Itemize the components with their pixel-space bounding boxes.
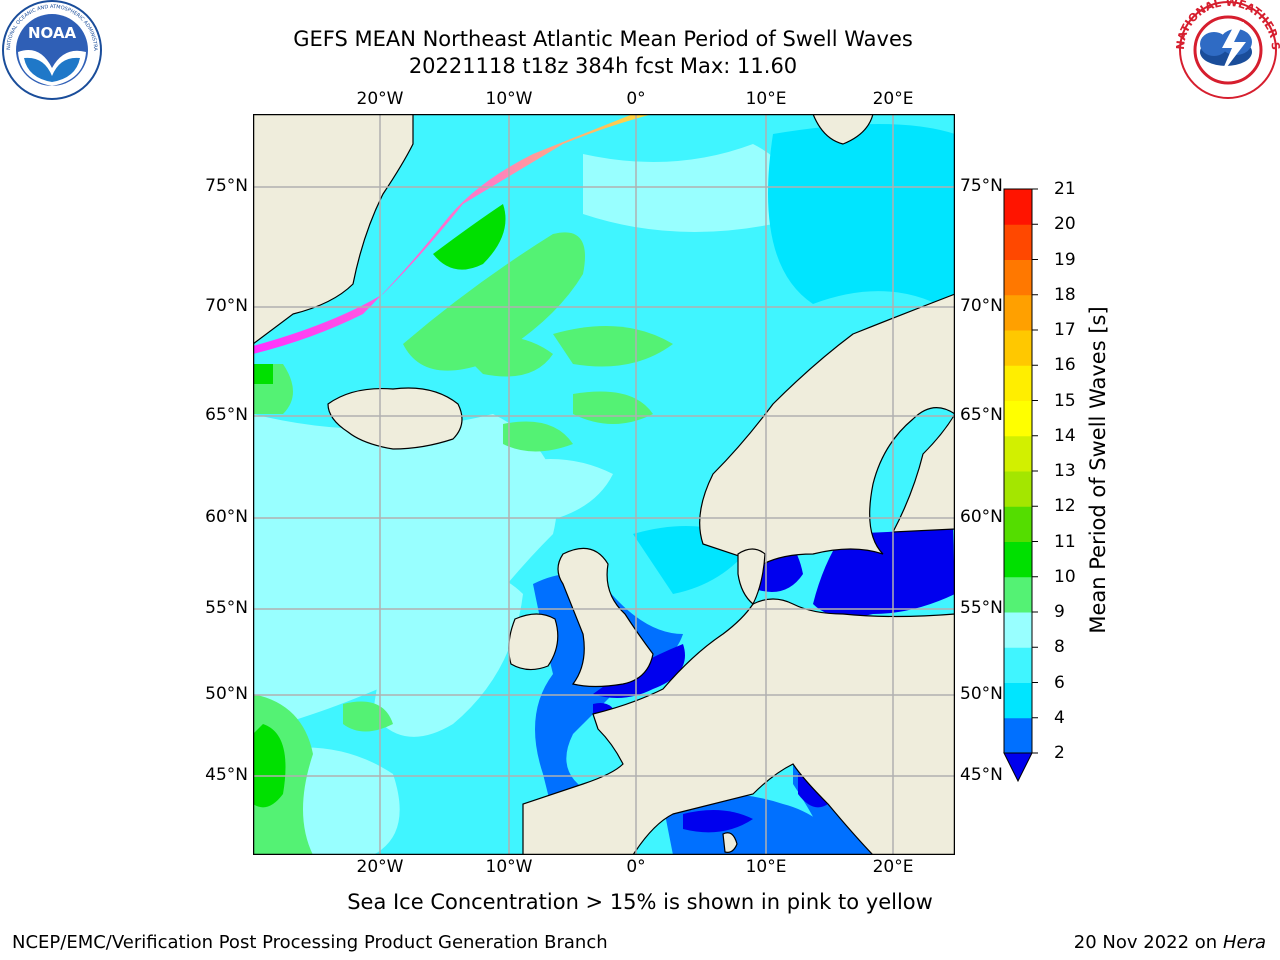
- colorbar-tick-label: 11: [1054, 531, 1076, 552]
- lat-tick-left: 55°N: [205, 598, 248, 618]
- europe-mainland-land: [522, 598, 955, 855]
- date-value: 20 Nov 2022 on: [1073, 932, 1218, 953]
- chart-title: GEFS MEAN Northeast Atlantic Mean Period…: [293, 27, 913, 51]
- lon-tick-top: 0°: [626, 89, 646, 109]
- lat-tick-right: 55°N: [960, 598, 1003, 618]
- chart-subtitle: 20221118 t18z 384h fcst Max: 11.60: [408, 54, 798, 78]
- colorbar-segment: [1004, 576, 1032, 613]
- lon-tick-bottom: 10°W: [485, 857, 533, 877]
- noaa-logo-text: NOAA: [28, 24, 77, 42]
- colorbar-tick-label: 2: [1054, 743, 1065, 763]
- colorbar-label: Mean Period of Swell Waves [s]: [1086, 306, 1110, 634]
- lat-tick-right: 60°N: [960, 507, 1003, 527]
- lat-tick-right: 65°N: [960, 405, 1003, 425]
- colorbar-segment: [1004, 259, 1032, 296]
- colorbar-tick-label: 18: [1054, 284, 1076, 305]
- colorbar: [1003, 188, 1038, 783]
- colorbar-tick-label: 15: [1054, 390, 1076, 411]
- svalbard-land: [812, 114, 874, 145]
- noaa-logo: NOAA NATIONAL OCEANIC AND ATMOSPHERIC AD…: [0, 0, 102, 100]
- finland-land: [891, 412, 955, 533]
- lon-tick-bottom: 20°E: [872, 857, 914, 877]
- colorbar-extend-arrow: [1003, 752, 1033, 783]
- lon-tick-top: 20°E: [872, 89, 914, 109]
- colorbar-segment: [1004, 717, 1032, 754]
- colorbar-tick-label: 14: [1054, 425, 1076, 446]
- lon-tick-top: 10°W: [485, 89, 533, 109]
- lon-tick-top: 10°E: [745, 89, 787, 109]
- colorbar-segment: [1004, 365, 1032, 401]
- lat-tick-left: 75°N: [205, 176, 248, 196]
- colorbar-segment: [1004, 682, 1032, 719]
- lat-tick-right: 50°N: [960, 684, 1003, 704]
- lon-tick-bottom: 20°W: [356, 857, 404, 877]
- date-text: 20 Nov 2022 on Hera: [1074, 932, 1266, 953]
- colorbar-tick-label: 21: [1054, 179, 1076, 199]
- colorbar-tick-label: 16: [1054, 355, 1076, 376]
- colorbar-segment: [1004, 435, 1032, 472]
- credit-text: NCEP/EMC/Verification Post Processing Pr…: [12, 932, 608, 953]
- lon-tick-top: 20°W: [356, 89, 404, 109]
- lat-tick-left: 45°N: [205, 765, 248, 785]
- lat-tick-right: 45°N: [960, 765, 1003, 785]
- colorbar-tick-label: 10: [1054, 566, 1076, 587]
- host-name: Hera: [1222, 932, 1266, 953]
- graticule: [253, 114, 955, 855]
- colorbar-tick-label: 12: [1054, 496, 1076, 517]
- sea-ice-note: Sea Ice Concentration > 15% is shown in …: [347, 890, 933, 914]
- colorbar-segment: [1004, 471, 1032, 507]
- colorbar-segment: [1004, 400, 1032, 437]
- colorbar-segment: [1004, 189, 1032, 225]
- colorbar-segment: [1004, 506, 1032, 542]
- lon-tick-bottom: 0°: [626, 857, 646, 877]
- lat-tick-left: 65°N: [205, 405, 248, 425]
- colorbar-tick-label: 19: [1054, 249, 1076, 270]
- lat-tick-left: 60°N: [205, 507, 248, 527]
- colorbar-segment: [1004, 647, 1032, 683]
- denmark-land: [737, 548, 766, 605]
- swell-9-10-zones: [253, 232, 673, 855]
- lon-tick-bottom: 10°E: [745, 857, 787, 877]
- lat-tick-right: 75°N: [960, 176, 1003, 196]
- colorbar-segment: [1004, 294, 1032, 331]
- colorbar-tick-label: 13: [1054, 461, 1076, 481]
- colorbar-tick-label: 6: [1054, 672, 1065, 693]
- colorbar-tick-label: 17: [1054, 320, 1076, 340]
- corsica-land: [722, 832, 738, 853]
- iceland-land: [327, 387, 463, 450]
- greenland-land: [253, 114, 414, 345]
- swell-10-11-zones: [253, 204, 506, 808]
- colorbar-segment: [1004, 330, 1032, 366]
- colorbar-segment: [1004, 612, 1032, 648]
- lat-tick-left: 50°N: [205, 684, 248, 704]
- colorbar-segment: [1004, 224, 1032, 260]
- colorbar-tick-label: 9: [1054, 602, 1065, 622]
- lat-tick-left: 70°N: [205, 296, 248, 316]
- map-panel: [253, 114, 955, 855]
- great-britain-land: [557, 547, 654, 688]
- ireland-land: [508, 613, 559, 671]
- landmasses: [253, 114, 955, 855]
- colorbar-tick-label: 20: [1054, 214, 1076, 235]
- colorbar-segment: [1004, 541, 1032, 578]
- colorbar-tick-label: 8: [1054, 637, 1065, 658]
- lat-tick-right: 70°N: [960, 296, 1003, 316]
- colorbar-tick-label: 4: [1054, 707, 1065, 728]
- nws-logo: NATIONAL WEATHER SERVICE: [1176, 0, 1280, 99]
